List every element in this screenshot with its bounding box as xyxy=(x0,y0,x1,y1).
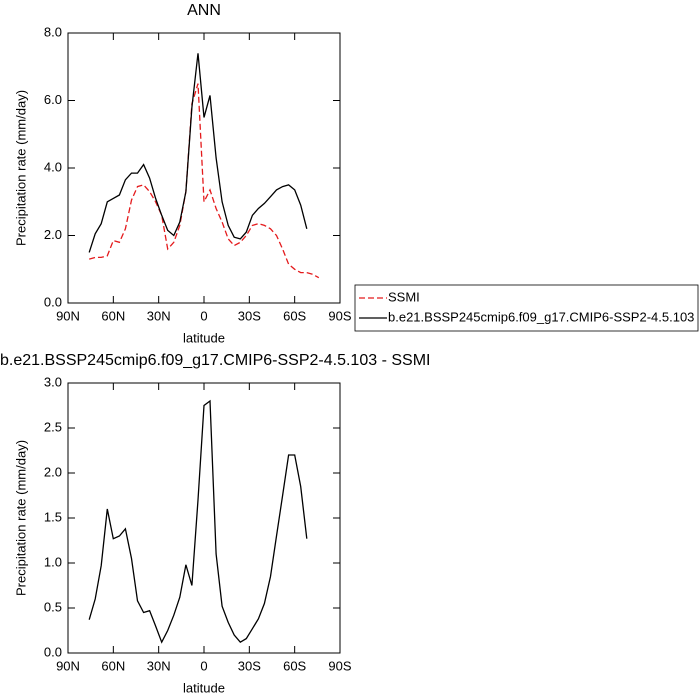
chart-title: b.e21.BSSP245cmip6.f09_g17.CMIP6-SSP2-4.… xyxy=(0,352,430,369)
y-tick-label: 6.0 xyxy=(44,92,62,107)
data-line xyxy=(89,83,320,279)
x-axis-label: latitude xyxy=(183,680,225,695)
legend-box xyxy=(354,284,699,332)
x-tick-label: 30S xyxy=(238,658,261,673)
x-tick-label: 60N xyxy=(101,658,125,673)
y-tick-label: 4.0 xyxy=(44,159,62,174)
legend-label: b.e21.BSSP245cmip6.f09_g17.CMIP6-SSP2-4.… xyxy=(388,309,694,324)
plot-frame xyxy=(67,382,341,654)
y-tick-label: 0.0 xyxy=(44,294,62,309)
y-tick-label: 1.0 xyxy=(44,554,62,569)
x-tick-label: 60S xyxy=(283,308,306,323)
y-tick-label: 1.5 xyxy=(44,509,62,524)
y-axis-label: Precipitation rate (mm/day) xyxy=(13,440,28,596)
data-line xyxy=(88,53,308,253)
chart-title: ANN xyxy=(187,2,221,19)
y-tick-label: 3.0 xyxy=(44,374,62,389)
legend-label: SSMI xyxy=(388,289,420,304)
y-tick-label: 8.0 xyxy=(44,24,62,39)
x-tick-label: 90N xyxy=(56,658,80,673)
x-tick-label: 60S xyxy=(283,658,306,673)
x-tick-label: 0 xyxy=(200,658,207,673)
x-tick-label: 30N xyxy=(147,658,171,673)
x-tick-label: 0 xyxy=(200,308,207,323)
x-tick-label: 30S xyxy=(238,308,261,323)
x-axis-label: latitude xyxy=(183,330,225,345)
y-tick-label: 2.0 xyxy=(44,464,62,479)
x-tick-label: 60N xyxy=(101,308,125,323)
y-axis-label: Precipitation rate (mm/day) xyxy=(13,90,28,246)
y-tick-label: 0.5 xyxy=(44,599,62,614)
x-tick-label: 90S xyxy=(328,658,351,673)
y-tick-label: 2.5 xyxy=(44,419,62,434)
y-tick-label: 0.0 xyxy=(44,644,62,659)
x-tick-label: 30N xyxy=(147,308,171,323)
plot-frame xyxy=(67,32,341,304)
data-line xyxy=(88,399,308,644)
x-tick-label: 90N xyxy=(56,308,80,323)
y-tick-label: 2.0 xyxy=(44,227,62,242)
x-tick-label: 90S xyxy=(328,308,351,323)
